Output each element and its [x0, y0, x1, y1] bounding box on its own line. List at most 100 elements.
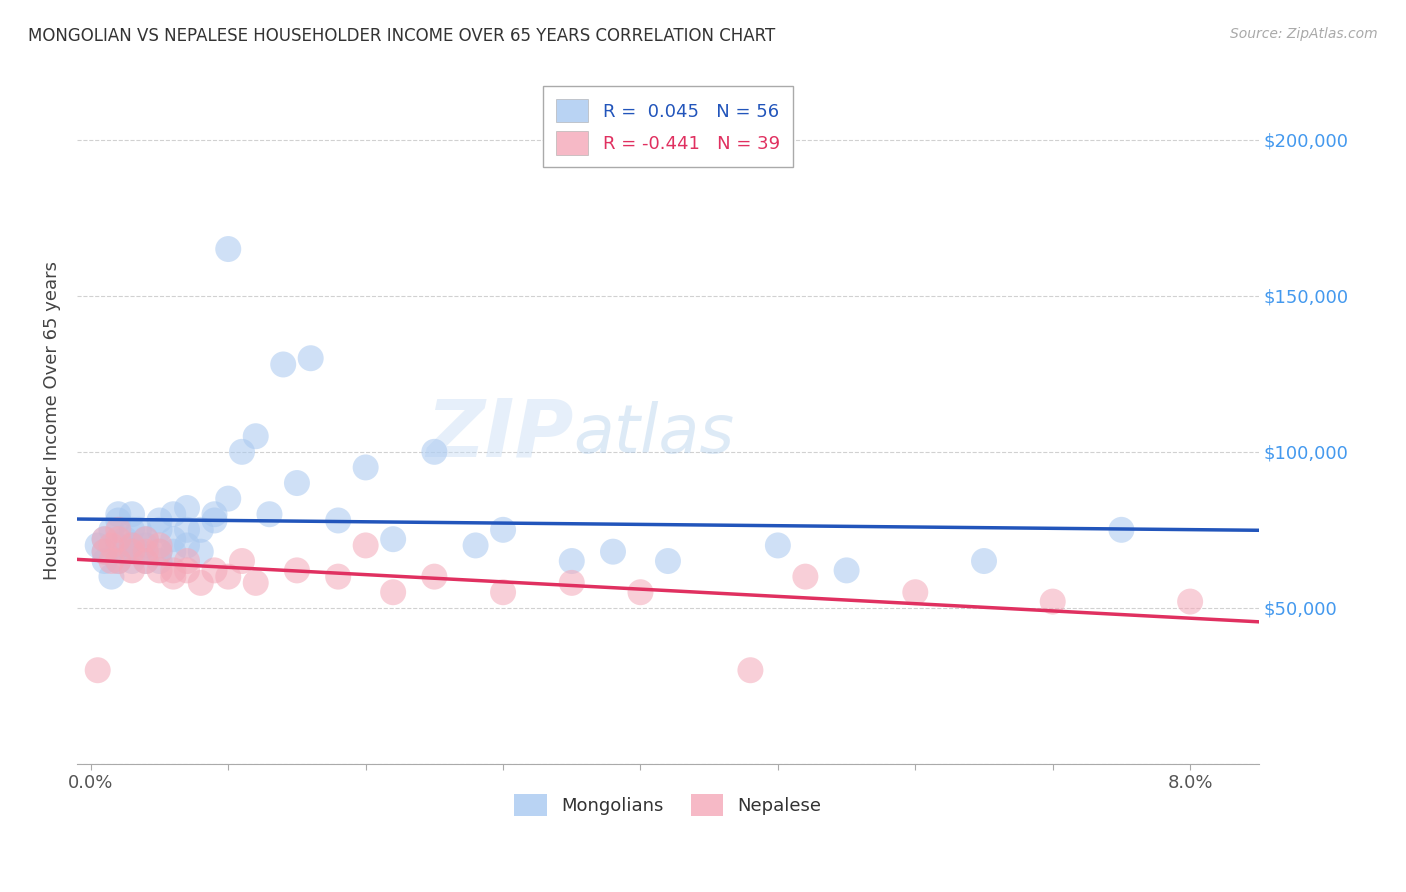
Point: [121, 544, 143, 558]
Point: [190, 523, 212, 537]
Text: Source: ZipAtlas.com: Source: ZipAtlas.com: [1230, 27, 1378, 41]
Point: [217, 569, 239, 583]
Point: [128, 523, 150, 537]
Point: [100, 523, 122, 537]
Point: [259, 507, 281, 521]
Point: [245, 575, 267, 590]
Point: [204, 507, 226, 521]
Point: [231, 445, 253, 459]
Point: [93, 544, 115, 558]
Point: [100, 538, 122, 552]
Point: [135, 532, 157, 546]
Point: [107, 523, 129, 537]
Point: [86, 538, 108, 552]
Point: [121, 523, 143, 537]
Point: [354, 538, 377, 552]
Point: [114, 544, 136, 558]
Point: [217, 491, 239, 506]
Point: [135, 554, 157, 568]
Point: [176, 523, 198, 537]
Point: [464, 538, 486, 552]
Point: [328, 513, 350, 527]
Y-axis label: Householder Income Over 65 years: Householder Income Over 65 years: [44, 261, 60, 580]
Point: [190, 575, 212, 590]
Point: [148, 513, 170, 527]
Point: [107, 532, 129, 546]
Point: [231, 554, 253, 568]
Point: [148, 544, 170, 558]
Point: [1042, 594, 1064, 608]
Point: [561, 575, 583, 590]
Point: [107, 513, 129, 527]
Point: [423, 445, 446, 459]
Point: [299, 351, 322, 366]
Point: [561, 554, 583, 568]
Point: [657, 554, 679, 568]
Text: MONGOLIAN VS NEPALESE HOUSEHOLDER INCOME OVER 65 YEARS CORRELATION CHART: MONGOLIAN VS NEPALESE HOUSEHOLDER INCOME…: [28, 27, 775, 45]
Point: [1178, 594, 1201, 608]
Point: [121, 554, 143, 568]
Point: [135, 544, 157, 558]
Point: [794, 569, 817, 583]
Point: [328, 569, 350, 583]
Point: [100, 569, 122, 583]
Point: [148, 544, 170, 558]
Point: [285, 563, 308, 577]
Point: [93, 532, 115, 546]
Point: [86, 663, 108, 677]
Point: [93, 544, 115, 558]
Point: [245, 429, 267, 443]
Point: [630, 585, 652, 599]
Point: [835, 563, 858, 577]
Point: [93, 554, 115, 568]
Point: [740, 663, 762, 677]
Point: [100, 554, 122, 568]
Point: [162, 569, 184, 583]
Point: [492, 523, 515, 537]
Point: [107, 507, 129, 521]
Point: [176, 500, 198, 515]
Point: [423, 569, 446, 583]
Point: [107, 554, 129, 568]
Point: [121, 538, 143, 552]
Point: [176, 554, 198, 568]
Point: [162, 507, 184, 521]
Point: [148, 563, 170, 577]
Point: [135, 538, 157, 552]
Point: [492, 585, 515, 599]
Point: [204, 513, 226, 527]
Point: [285, 476, 308, 491]
Point: [121, 507, 143, 521]
Point: [148, 523, 170, 537]
Point: [121, 563, 143, 577]
Point: [162, 532, 184, 546]
Point: [354, 460, 377, 475]
Point: [128, 544, 150, 558]
Point: [382, 532, 405, 546]
Point: [148, 538, 170, 552]
Legend: Mongolians, Nepalese: Mongolians, Nepalese: [508, 787, 830, 823]
Point: [162, 563, 184, 577]
Point: [121, 538, 143, 552]
Point: [176, 538, 198, 552]
Point: [904, 585, 927, 599]
Point: [114, 532, 136, 546]
Text: atlas: atlas: [574, 401, 734, 467]
Point: [148, 554, 170, 568]
Point: [107, 554, 129, 568]
Point: [973, 554, 995, 568]
Point: [93, 532, 115, 546]
Text: ZIP: ZIP: [426, 395, 574, 474]
Point: [1111, 523, 1133, 537]
Point: [135, 554, 157, 568]
Point: [602, 544, 624, 558]
Point: [382, 585, 405, 599]
Point: [135, 532, 157, 546]
Point: [190, 544, 212, 558]
Point: [204, 563, 226, 577]
Point: [107, 538, 129, 552]
Point: [217, 242, 239, 256]
Point: [766, 538, 789, 552]
Point: [176, 563, 198, 577]
Point: [271, 358, 294, 372]
